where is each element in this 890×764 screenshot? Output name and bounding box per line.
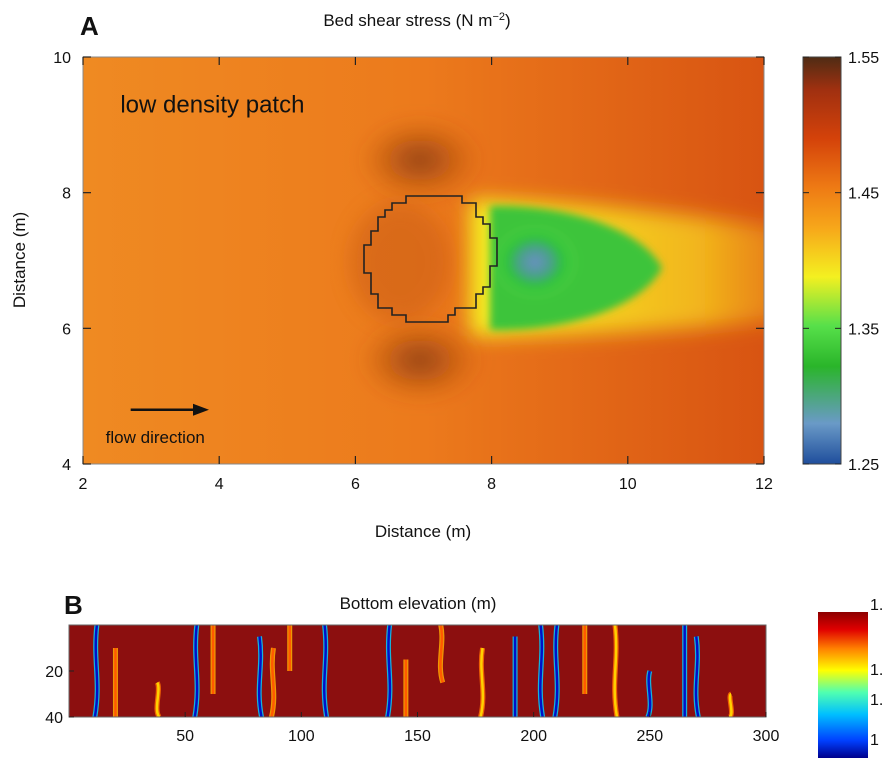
panel-b-title: Bottom elevation (m) bbox=[340, 594, 497, 613]
x-tick-label-b: 100 bbox=[288, 728, 315, 745]
streak-core bbox=[539, 625, 544, 717]
colorbar-a-tick-label: 1.45 bbox=[848, 186, 879, 203]
x-tick-label-a: 10 bbox=[619, 476, 637, 493]
x-tick-label-a: 8 bbox=[487, 476, 496, 493]
y-tick-label-b: 20 bbox=[45, 664, 63, 681]
x-tick-label-b: 50 bbox=[176, 728, 194, 745]
colorbar-b-tick-label: 1 bbox=[870, 732, 879, 749]
streak-core bbox=[694, 636, 700, 717]
colorbar-a-ticks: 1.25 1.35 1.45 1.55 bbox=[803, 50, 879, 474]
panel-label-a: A bbox=[80, 11, 99, 41]
panel-a-title: Bed shear stress (N m−2) bbox=[323, 11, 510, 30]
streak-core bbox=[728, 692, 733, 717]
colorbar-b-tick-label: 1. bbox=[870, 692, 883, 709]
shear-stress-field: low density patch flow direction bbox=[83, 57, 764, 464]
streak-core bbox=[322, 625, 328, 717]
y-tick-label-a: 8 bbox=[62, 186, 71, 203]
streak-core bbox=[93, 625, 99, 717]
streak-core bbox=[646, 670, 652, 717]
bottom-elevation-field bbox=[69, 625, 766, 717]
y-tick-label-b: 40 bbox=[45, 710, 63, 727]
streak-core bbox=[479, 647, 485, 717]
colorbar-b-tick-label: 1. bbox=[870, 662, 883, 679]
panel-b: B Bottom elevation (m) 50 100 150 200 250 300… bbox=[45, 590, 883, 758]
x-tick-label-a: 4 bbox=[215, 476, 224, 493]
y-tick-label-a: 6 bbox=[62, 321, 71, 338]
panel-b-axes: 50 100 150 200 250 300 20 40 bbox=[45, 664, 779, 745]
x-tick-label-a: 12 bbox=[755, 476, 773, 493]
y-tick-label-a: 10 bbox=[53, 50, 71, 67]
panel-label-b: B bbox=[64, 590, 83, 620]
x-tick-label-b: 150 bbox=[404, 728, 431, 745]
panel-a-frame bbox=[82, 56, 765, 465]
streak-core bbox=[270, 647, 275, 717]
streak-core bbox=[613, 625, 619, 717]
panel-a: A Bed shear stress (N m−2) low density p… bbox=[10, 11, 879, 541]
streak-core bbox=[193, 625, 199, 717]
panel-a-xlabel: Distance (m) bbox=[375, 522, 471, 541]
streaks bbox=[92, 625, 734, 717]
flow-direction-label: flow direction bbox=[106, 428, 205, 447]
colorbar-a-tick-label: 1.25 bbox=[848, 457, 879, 474]
streak-core bbox=[155, 681, 161, 717]
colorbar-b bbox=[818, 612, 868, 758]
flow-arrow-head bbox=[192, 403, 209, 416]
streak-core bbox=[386, 625, 392, 717]
x-tick-label-b: 200 bbox=[520, 728, 547, 745]
colorbar-b-tick-label: 1. bbox=[870, 597, 883, 614]
patch-outline bbox=[363, 195, 498, 323]
x-tick-label-b: 300 bbox=[753, 728, 780, 745]
colorbar-a-tick-label: 1.55 bbox=[848, 50, 879, 67]
colorbar-a-tick-label: 1.35 bbox=[848, 321, 879, 338]
low-density-patch-label: low density patch bbox=[120, 91, 304, 118]
y-tick-label-a: 4 bbox=[62, 457, 71, 474]
x-tick-label-a: 2 bbox=[79, 476, 88, 493]
colorbar-b-ticks: 1. 1. 1. 1 bbox=[870, 597, 883, 749]
x-tick-label-b: 250 bbox=[636, 728, 663, 745]
colorbar-a bbox=[802, 56, 842, 465]
panel-a-ylabel: Distance (m) bbox=[10, 212, 29, 308]
streak-core bbox=[439, 625, 444, 683]
x-tick-label-a: 6 bbox=[351, 476, 360, 493]
streak-core bbox=[257, 636, 263, 717]
streak-core bbox=[553, 625, 559, 717]
